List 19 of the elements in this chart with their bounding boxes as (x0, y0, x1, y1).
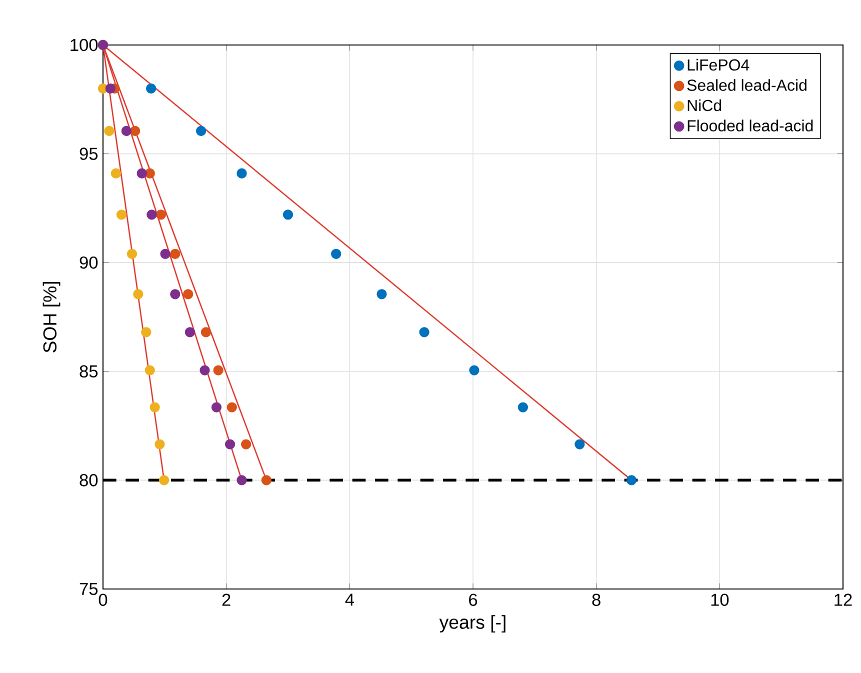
legend-label: NiCd (688, 99, 722, 112)
y-axis-title: SOH [%] (42, 282, 60, 352)
y-tick-label: 90 (80, 256, 98, 269)
legend-label: Sealed lead-Acid (687, 79, 806, 91)
x-tick-label: 10 (711, 594, 729, 606)
x-axis-title: years [-] (439, 615, 506, 633)
legend-label: LiFePO4 (688, 58, 750, 71)
x-tick-label: 12 (834, 594, 852, 606)
y-tick-label: 85 (80, 365, 98, 378)
x-tick-label: 2 (222, 594, 230, 606)
x-tick-label: 6 (469, 594, 478, 606)
x-tick-label: 0 (98, 594, 108, 606)
x-tick-label: 8 (592, 594, 600, 606)
y-tick-label: 75 (80, 582, 98, 596)
y-tick-label: 100 (70, 38, 98, 52)
legend-label: Flooded lead-acid (688, 120, 813, 132)
y-tick-label: 95 (80, 148, 98, 160)
x-tick-label: 4 (345, 594, 354, 606)
y-tick-label: 80 (80, 474, 98, 486)
